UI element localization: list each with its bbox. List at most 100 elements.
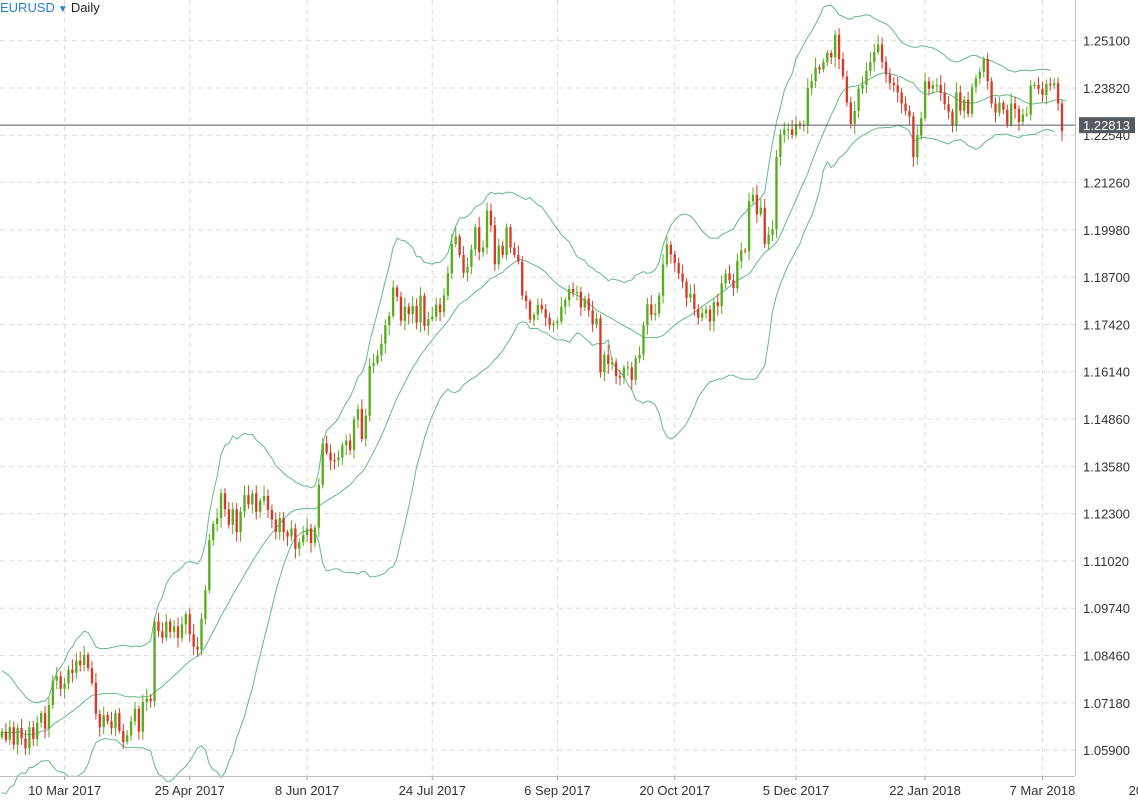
y-tick-label: 1.14860 [1083,412,1130,427]
candle [94,673,98,720]
candle-body [685,281,688,298]
candle [450,233,453,280]
candle [251,489,254,514]
candle [317,478,320,537]
candle-body [348,440,352,451]
candle [611,357,614,370]
candle [923,72,927,122]
candle-body [470,249,473,267]
candle [724,269,727,289]
candle [521,256,524,301]
candle [567,284,571,307]
candle-body [1021,114,1025,122]
candle [736,253,739,293]
candle [693,283,696,316]
candle-body [231,509,234,525]
candle-body [407,306,410,315]
candle [434,297,438,322]
y-tick-label: 1.09740 [1083,601,1130,616]
candle-body [567,288,571,301]
candle-body [247,495,250,505]
candle-body [376,355,379,363]
candle [36,715,39,746]
candle [587,293,590,318]
candle-body [258,500,262,512]
candle [548,312,551,330]
candle [485,202,489,255]
candle [395,284,399,302]
candle [900,88,903,114]
candle [212,521,215,546]
candle-body [669,244,673,255]
candle [446,266,450,301]
candle-body [720,283,723,306]
timeframe-label[interactable]: Daily [70,0,100,15]
candle-body [650,304,653,315]
candle [110,711,113,735]
candle [892,76,895,93]
candle [411,296,414,324]
caret-down-icon[interactable]: ▼ [57,4,68,15]
candle-body [771,229,774,235]
candle [165,614,168,641]
candle [650,294,653,321]
candle-body [200,618,203,650]
candle-body [532,314,536,320]
candle-body [411,305,414,315]
candle-body [380,343,383,356]
candle [309,524,313,553]
candle [634,355,637,385]
candle [747,192,751,261]
candle [837,28,841,70]
candle [458,234,461,258]
candle [775,150,778,238]
candle [509,224,512,254]
candle-body [728,273,731,281]
candle-body [697,308,700,318]
candle [235,502,238,542]
candle-body [427,319,430,326]
candle [994,97,997,123]
candle [826,50,829,66]
candle-body [423,295,426,326]
candle-body [787,129,790,131]
candle [654,303,657,321]
candle-body [564,300,567,307]
candle [86,652,90,672]
candle-body [391,287,395,316]
candle [603,351,606,381]
candle [970,83,974,118]
candle [180,616,184,642]
candle [493,217,497,272]
symbol-selector[interactable]: EURUSD [0,0,55,15]
candle-body [356,409,360,420]
candle [258,497,262,519]
candle [943,82,946,111]
candle-body [317,484,320,528]
candle-body [595,318,598,325]
candle [638,346,641,363]
candle [575,285,579,301]
candle [368,358,371,422]
candle [415,298,418,330]
candle [865,62,868,94]
candle-body [337,457,340,461]
candle-body [591,310,594,325]
candle [513,242,516,258]
candle-body [1017,109,1021,122]
x-tick-label: 20 Apr 2018 [1129,783,1138,798]
candle [955,82,958,132]
candle-body [352,419,356,451]
candle-body [227,509,231,525]
candle-body [75,660,78,673]
candle [869,51,872,77]
candle-body [345,440,348,446]
candle [208,534,211,594]
candle-body [493,225,497,265]
candle [779,129,782,167]
candle [845,70,849,107]
candle [51,675,55,709]
candle [669,241,673,264]
candle-body [0,731,4,738]
